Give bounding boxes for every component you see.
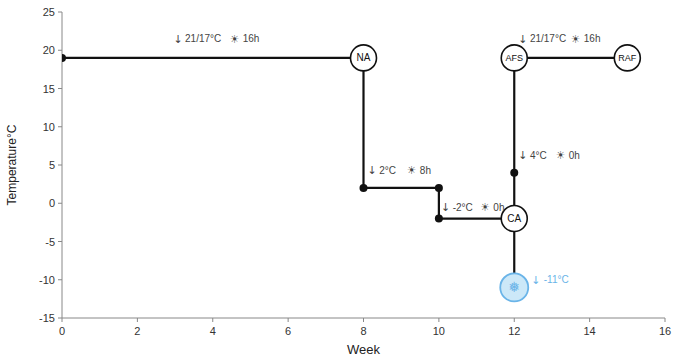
x-tick: [288, 318, 289, 322]
temp-icon: ↓: [368, 164, 377, 177]
line-segment: [438, 188, 440, 219]
line-segment: [514, 57, 627, 59]
x-tick: [212, 318, 213, 322]
light-text: 16h: [243, 33, 260, 44]
x-tick-label: 4: [210, 325, 216, 337]
dot: [435, 215, 443, 223]
snow-temp-icon: ↓: [531, 274, 540, 287]
circle-label: NA: [357, 52, 371, 63]
temp-icon: ↓: [518, 149, 527, 162]
snow-temp-text: -11°C: [544, 274, 569, 285]
snowflake-icon: ❅: [508, 279, 520, 295]
line-segment: [362, 58, 364, 188]
y-tick-label: 5: [49, 159, 55, 171]
circle-label: RAF: [618, 53, 637, 63]
light-icon: ☀: [407, 164, 417, 177]
y-tick: [58, 12, 62, 13]
line-segment: [513, 58, 515, 173]
x-tick: [665, 318, 666, 322]
light-text: 16h: [584, 33, 601, 44]
x-tick-label: 6: [285, 325, 291, 337]
labeled-circle: [351, 45, 377, 71]
y-tick: [58, 279, 62, 280]
circle-label: CA: [507, 213, 521, 224]
x-tick-label: 0: [59, 325, 65, 337]
light-text: 0h: [569, 150, 580, 161]
x-tick-label: 8: [360, 325, 366, 337]
y-axis-label: Temperature°C: [5, 124, 19, 205]
x-tick-label: 2: [134, 325, 140, 337]
labeled-circle: [501, 206, 527, 232]
y-tick-label: -10: [39, 274, 55, 286]
axes: 0 2 4 6 8 10 12 14 16 -15 -10 -5 0 5 10 15 20 25: [39, 6, 671, 337]
y-tick: [58, 318, 62, 319]
line-segment: [62, 57, 364, 59]
y-tick: [58, 88, 62, 89]
x-axis-label: Week: [347, 342, 380, 357]
dot: [435, 184, 443, 192]
x-tick: [363, 318, 364, 322]
x-tick: [438, 318, 439, 322]
y-tick-label: 20: [43, 44, 55, 56]
labeled-circle: [614, 45, 640, 71]
temp-text: -2°C: [453, 202, 473, 213]
y-tick-label: 15: [43, 83, 55, 95]
light-icon: ☀: [556, 149, 566, 162]
y-tick-label: 10: [43, 121, 55, 133]
x-tick: [514, 318, 515, 322]
line-segment: [364, 187, 439, 189]
y-tick: [58, 203, 62, 204]
temp-text: 4°C: [530, 150, 547, 161]
light-text: 0h: [493, 202, 504, 213]
dot: [62, 54, 66, 62]
dot: [510, 169, 518, 177]
x-tick-label: 16: [659, 325, 671, 337]
x-tick: [62, 318, 63, 322]
y-tick: [58, 241, 62, 242]
marks: [62, 45, 640, 302]
circle-label: AFS: [505, 53, 523, 63]
y-tick: [58, 126, 62, 127]
temp-text: 2°C: [379, 165, 396, 176]
y-tick-label: 25: [43, 6, 55, 18]
light-icon: ☀: [480, 201, 490, 214]
y-tick: [58, 50, 62, 51]
chart: 0 2 4 6 8 10 12 14 16 -15 -10 -5 0 5 10 15 20 25 Week Tempe…: [0, 0, 685, 362]
labeled-circle: [501, 45, 527, 71]
x-tick: [589, 318, 590, 322]
temp-icon: ↓: [441, 201, 450, 214]
x-tick-label: 10: [433, 325, 445, 337]
dot: [360, 184, 368, 192]
y-tick-label: 0: [49, 197, 55, 209]
light-icon: ☀: [230, 33, 240, 46]
x-tick-label: 12: [508, 325, 520, 337]
x-tick: [137, 318, 138, 322]
light-icon: ☀: [571, 33, 581, 46]
snowflake-circle: [500, 273, 528, 301]
y-tick-label: -5: [45, 236, 55, 248]
y-tick: [58, 165, 62, 166]
temp-text: 21/17°C: [185, 33, 221, 44]
labels: NACAAFSRAF❅↓21/17°C☀16h↓2°C☀8h↓-2°C☀0h↓4…: [173, 33, 636, 296]
temp-icon: ↓: [173, 33, 182, 46]
y-tick-label: -15: [39, 312, 55, 324]
x-tick-label: 14: [584, 325, 596, 337]
temp-text: 21/17°C: [530, 33, 566, 44]
light-text: 8h: [420, 165, 431, 176]
temp-icon: ↓: [518, 33, 527, 46]
